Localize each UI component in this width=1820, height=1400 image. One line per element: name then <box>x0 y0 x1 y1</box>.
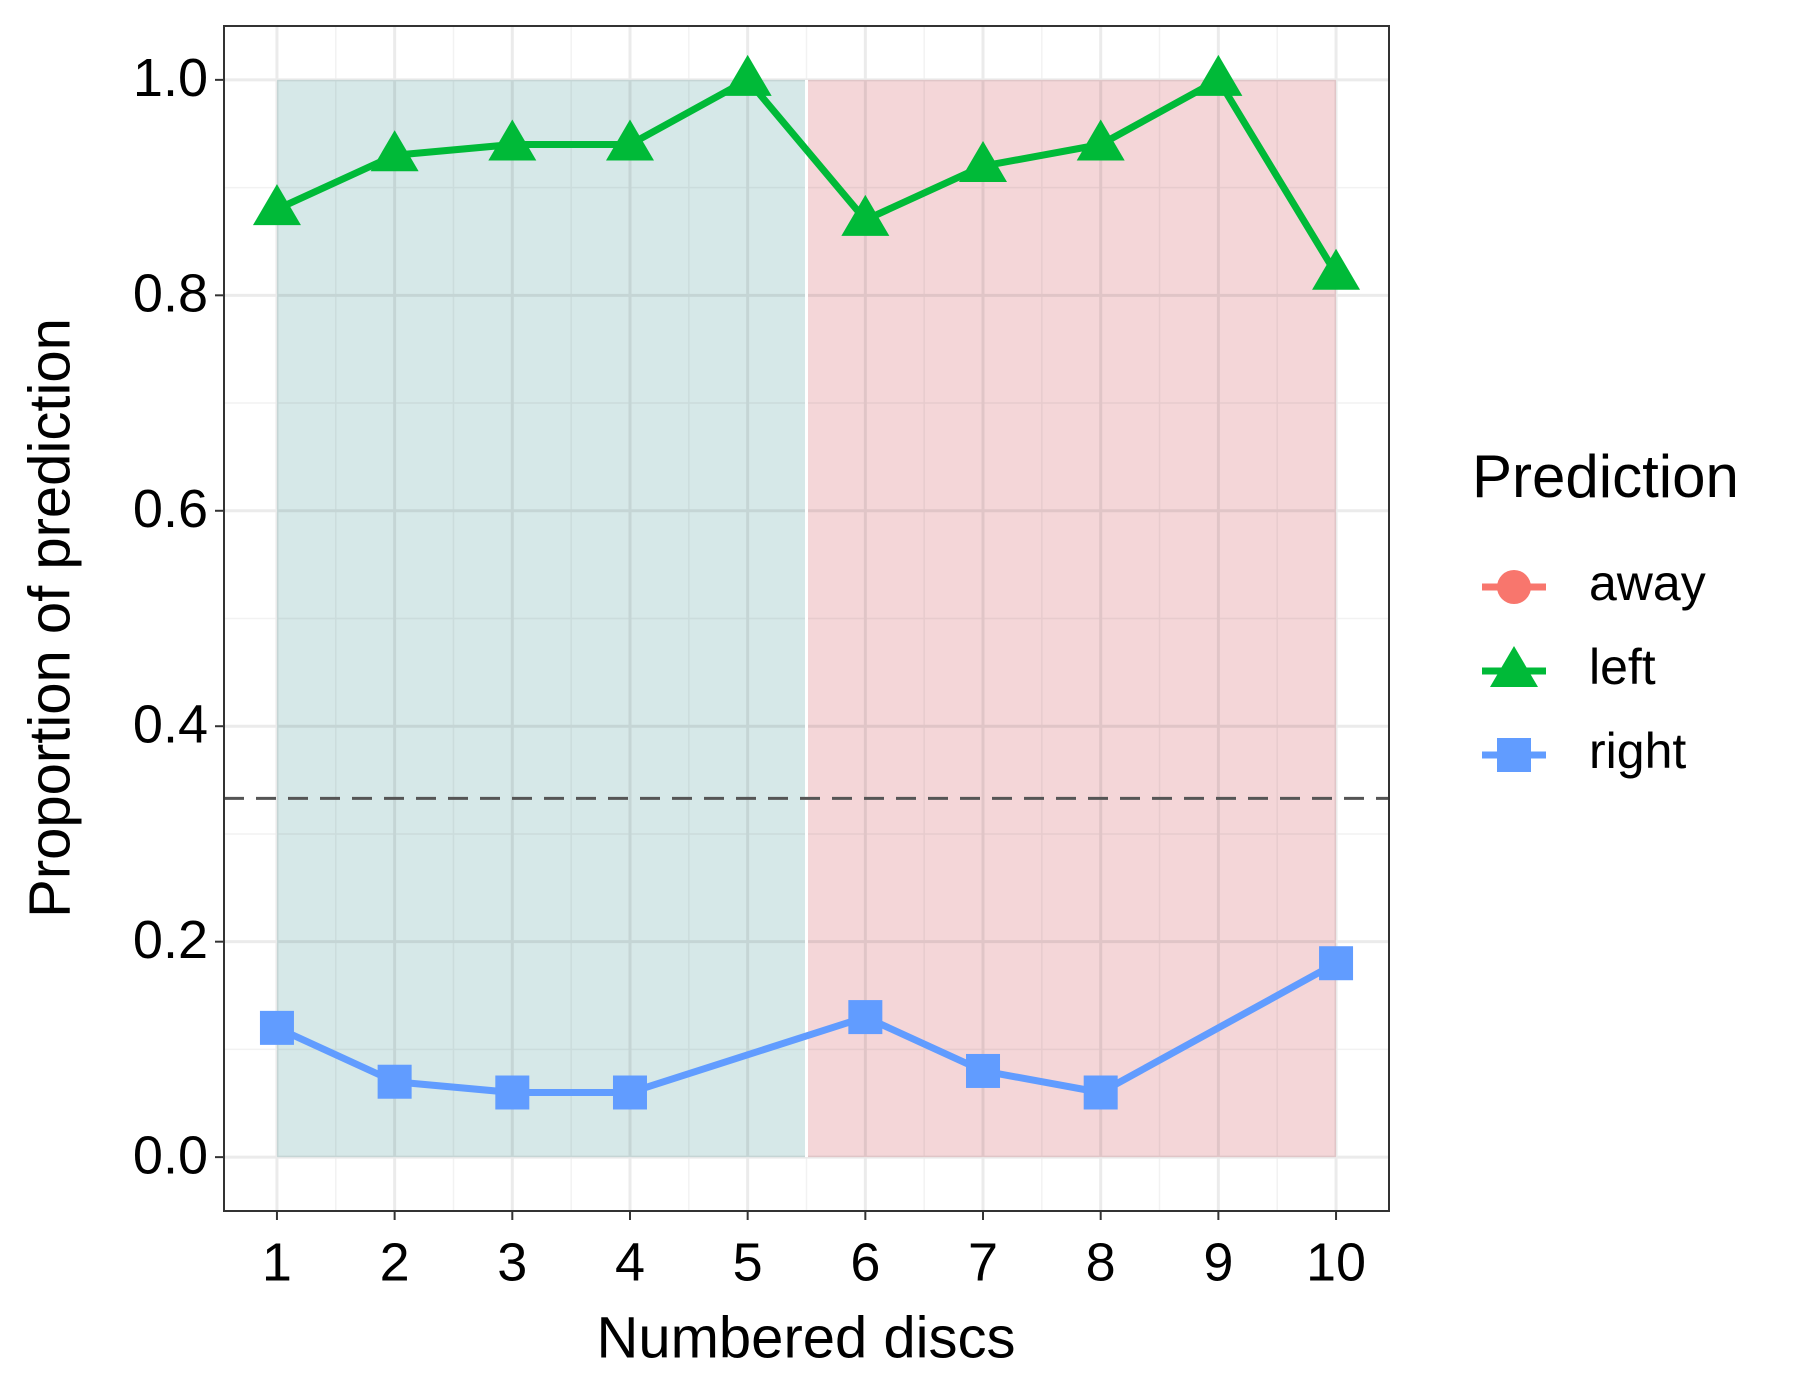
marker <box>841 194 890 236</box>
y-axis-title: Proportion of prediction <box>17 318 82 918</box>
marker <box>259 1010 294 1045</box>
marker <box>848 1000 883 1035</box>
marker <box>959 141 1008 183</box>
marker <box>1497 738 1531 772</box>
marker <box>612 1075 647 1110</box>
marker <box>605 119 654 161</box>
x-axis-title: Numbered discs <box>596 1305 1015 1370</box>
legend-label: away <box>1589 555 1706 611</box>
x-tick-label: 4 <box>615 1232 645 1292</box>
marker <box>1497 570 1531 604</box>
marker <box>377 1064 412 1099</box>
marker <box>1076 119 1125 161</box>
y-tick-label: 0.8 <box>133 264 208 324</box>
marker <box>1312 248 1361 290</box>
marker <box>966 1053 1001 1088</box>
marker <box>495 1075 530 1110</box>
marker <box>723 54 772 96</box>
marker <box>252 184 301 226</box>
y-tick-label: 0.2 <box>133 910 208 970</box>
panel-border <box>223 25 1390 1212</box>
x-tick-label: 3 <box>497 1232 527 1292</box>
y-tick-label: 1.0 <box>133 48 208 108</box>
legend-title: Prediction <box>1472 443 1739 510</box>
shaded-region <box>276 79 807 1158</box>
x-tick-label: 9 <box>1203 1232 1233 1292</box>
x-tick-label: 6 <box>850 1232 880 1292</box>
x-tick-label: 2 <box>380 1232 410 1292</box>
x-tick-label: 10 <box>1306 1232 1366 1292</box>
x-tick-label: 5 <box>733 1232 763 1292</box>
marker <box>1319 946 1354 981</box>
marker <box>488 119 537 161</box>
x-tick-label: 8 <box>1086 1232 1116 1292</box>
line <box>275 76 1340 276</box>
legend-label: right <box>1589 723 1686 779</box>
marker <box>1194 54 1243 96</box>
line <box>275 960 1338 1096</box>
x-tick-label: 1 <box>262 1232 292 1292</box>
shaded-region <box>806 79 1337 1158</box>
x-tick-label: 7 <box>968 1232 998 1292</box>
marker <box>370 130 419 172</box>
y-tick-label: 0.0 <box>133 1125 208 1185</box>
marker <box>1083 1075 1118 1110</box>
legend-label: left <box>1589 639 1656 695</box>
y-tick-label: 0.6 <box>133 479 208 539</box>
marker <box>1490 646 1538 687</box>
y-tick-label: 0.4 <box>133 694 208 754</box>
